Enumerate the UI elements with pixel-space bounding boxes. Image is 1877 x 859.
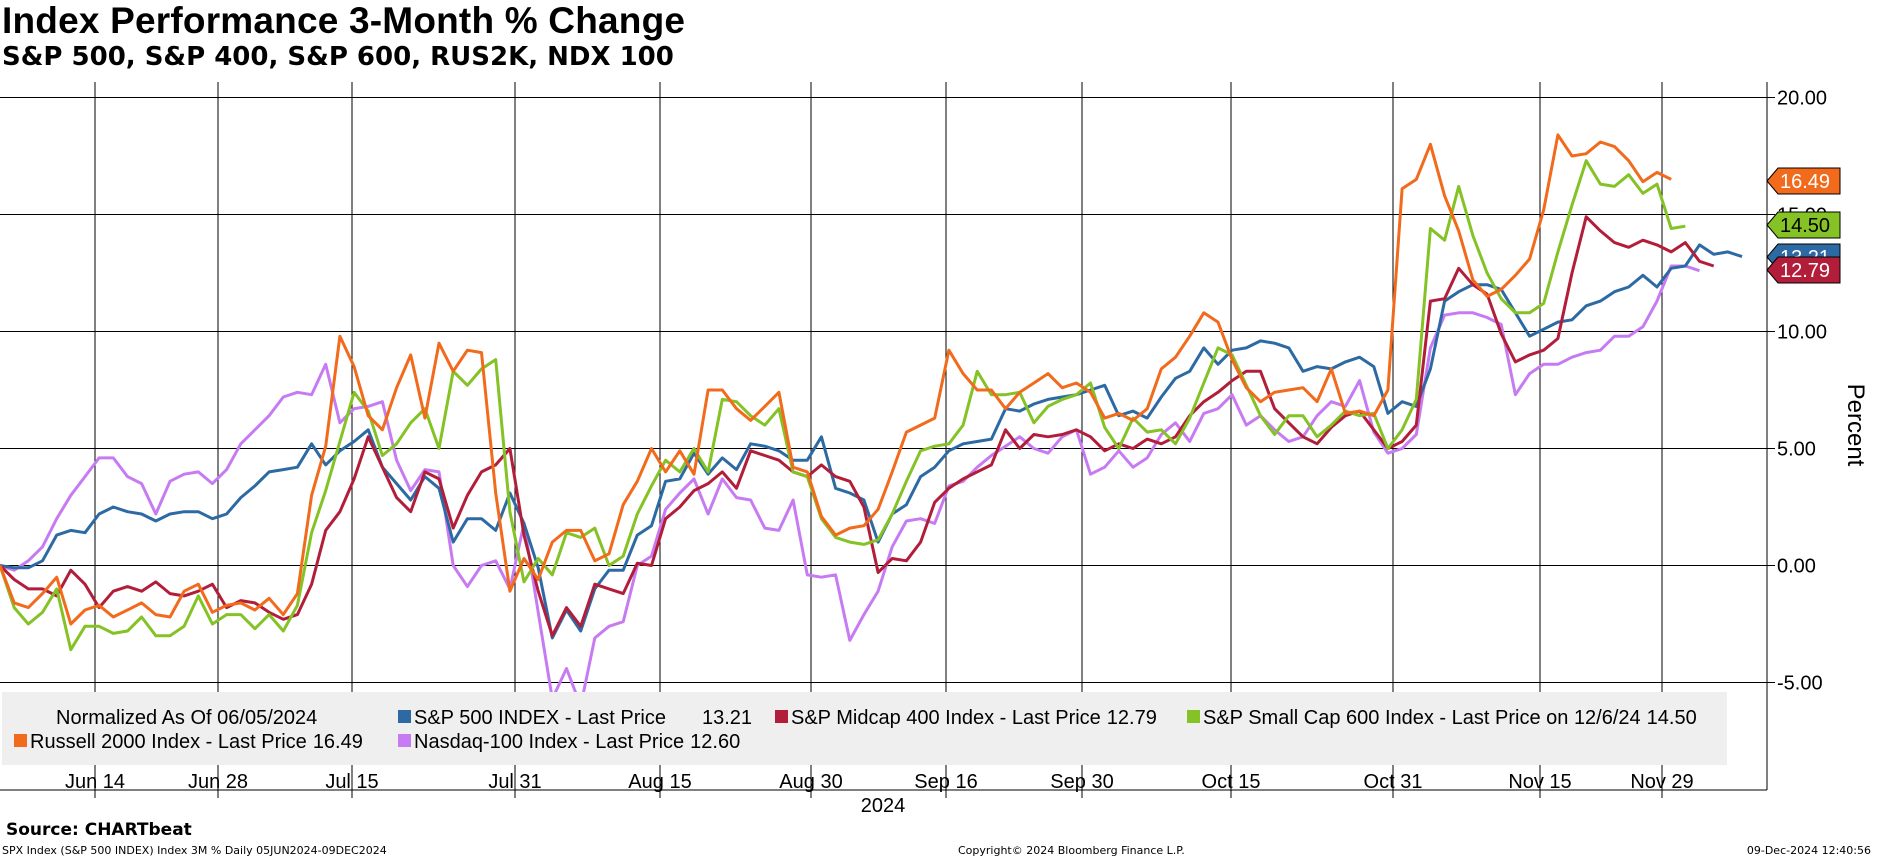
x-tick-label: Aug 15 bbox=[628, 771, 691, 793]
series-line-4 bbox=[0, 264, 1700, 708]
legend-label: S&P 500 INDEX - Last Price bbox=[414, 707, 666, 729]
x-tick-label: Oct 15 bbox=[1202, 771, 1261, 793]
legend-value: 12.60 bbox=[690, 731, 740, 753]
x-tick-label: Sep 30 bbox=[1050, 771, 1113, 793]
footer-copyright: Copyright© 2024 Bloomberg Finance L.P. bbox=[958, 844, 1185, 857]
last-value-badge: 14.50 bbox=[1766, 211, 1841, 239]
source-note: Source: CHARTbeat bbox=[6, 820, 192, 840]
y-tick-label: -5.00 bbox=[1777, 673, 1823, 695]
x-tick-label: Sep 16 bbox=[914, 771, 977, 793]
badge-shape bbox=[1766, 167, 1841, 195]
legend-normalized-label: Normalized As Of 06/05/2024 bbox=[56, 707, 317, 729]
y-tick-label: 0.00 bbox=[1777, 556, 1816, 578]
series-line-3 bbox=[0, 133, 1672, 626]
x-tick-label: Nov 29 bbox=[1630, 771, 1693, 793]
x-tick-label: Jul 31 bbox=[488, 771, 541, 793]
x-axis-year-label: 2024 bbox=[861, 795, 906, 817]
x-tick-label: Jun 14 bbox=[65, 771, 125, 793]
x-tick-label: Nov 15 bbox=[1508, 771, 1571, 793]
legend-swatch bbox=[398, 734, 411, 747]
legend-swatch bbox=[1187, 710, 1200, 723]
x-tick-label: Oct 31 bbox=[1364, 771, 1423, 793]
last-value-badge: 16.49 bbox=[1766, 167, 1841, 195]
x-tick-label: Aug 30 bbox=[779, 771, 842, 793]
series-lines bbox=[0, 133, 1743, 708]
series-line-2 bbox=[0, 159, 1686, 652]
y-axis-label: Percent bbox=[1842, 384, 1869, 467]
badge-value: 12.79 bbox=[1780, 260, 1830, 282]
legend: Normalized As Of 06/05/2024 S&P 500 INDEX… bbox=[2, 692, 1727, 765]
gridlines bbox=[0, 82, 1767, 790]
footer-timestamp: 09-Dec-2024 12:40:56 bbox=[1746, 844, 1871, 857]
last-value-badge: 12.79 bbox=[1766, 256, 1841, 284]
legend-value: 12.79 bbox=[1107, 707, 1157, 729]
badge-shape bbox=[1766, 256, 1841, 284]
legend-swatch bbox=[775, 710, 788, 723]
chart-title: Index Performance 3-Month % Change bbox=[2, 0, 686, 41]
x-tick-label: Jun 28 bbox=[188, 771, 248, 793]
legend-value: 16.49 bbox=[313, 731, 363, 753]
legend-value: 14.50 bbox=[1647, 707, 1697, 729]
legend-label: Russell 2000 Index - Last Price bbox=[30, 731, 307, 753]
y-tick-label: 10.00 bbox=[1777, 322, 1827, 344]
badge-shape bbox=[1766, 211, 1841, 239]
legend-box bbox=[2, 692, 1727, 765]
legend-label: S&P Midcap 400 Index - Last Price bbox=[791, 707, 1101, 729]
series-line-0 bbox=[0, 243, 1743, 640]
badge-value: 16.49 bbox=[1780, 171, 1830, 193]
legend-label: Nasdaq-100 Index - Last Price bbox=[414, 731, 684, 753]
chart-subtitle: S&P 500, S&P 400, S&P 600, RUS2K, NDX 10… bbox=[2, 42, 674, 72]
badge-value: 14.50 bbox=[1780, 215, 1830, 237]
legend-value: 13.21 bbox=[702, 707, 752, 729]
y-tick-label: 5.00 bbox=[1777, 439, 1816, 461]
y-tick-label: 20.00 bbox=[1777, 88, 1827, 110]
x-tick-label: Jul 15 bbox=[325, 771, 378, 793]
legend-label: S&P Small Cap 600 Index - Last Price on … bbox=[1203, 707, 1641, 729]
footer-index-info: SPX Index (S&P 500 INDEX) Index 3M % Dai… bbox=[2, 844, 387, 857]
legend-swatch bbox=[398, 710, 411, 723]
legend-swatch bbox=[14, 734, 27, 747]
series-line-1 bbox=[0, 215, 1715, 638]
